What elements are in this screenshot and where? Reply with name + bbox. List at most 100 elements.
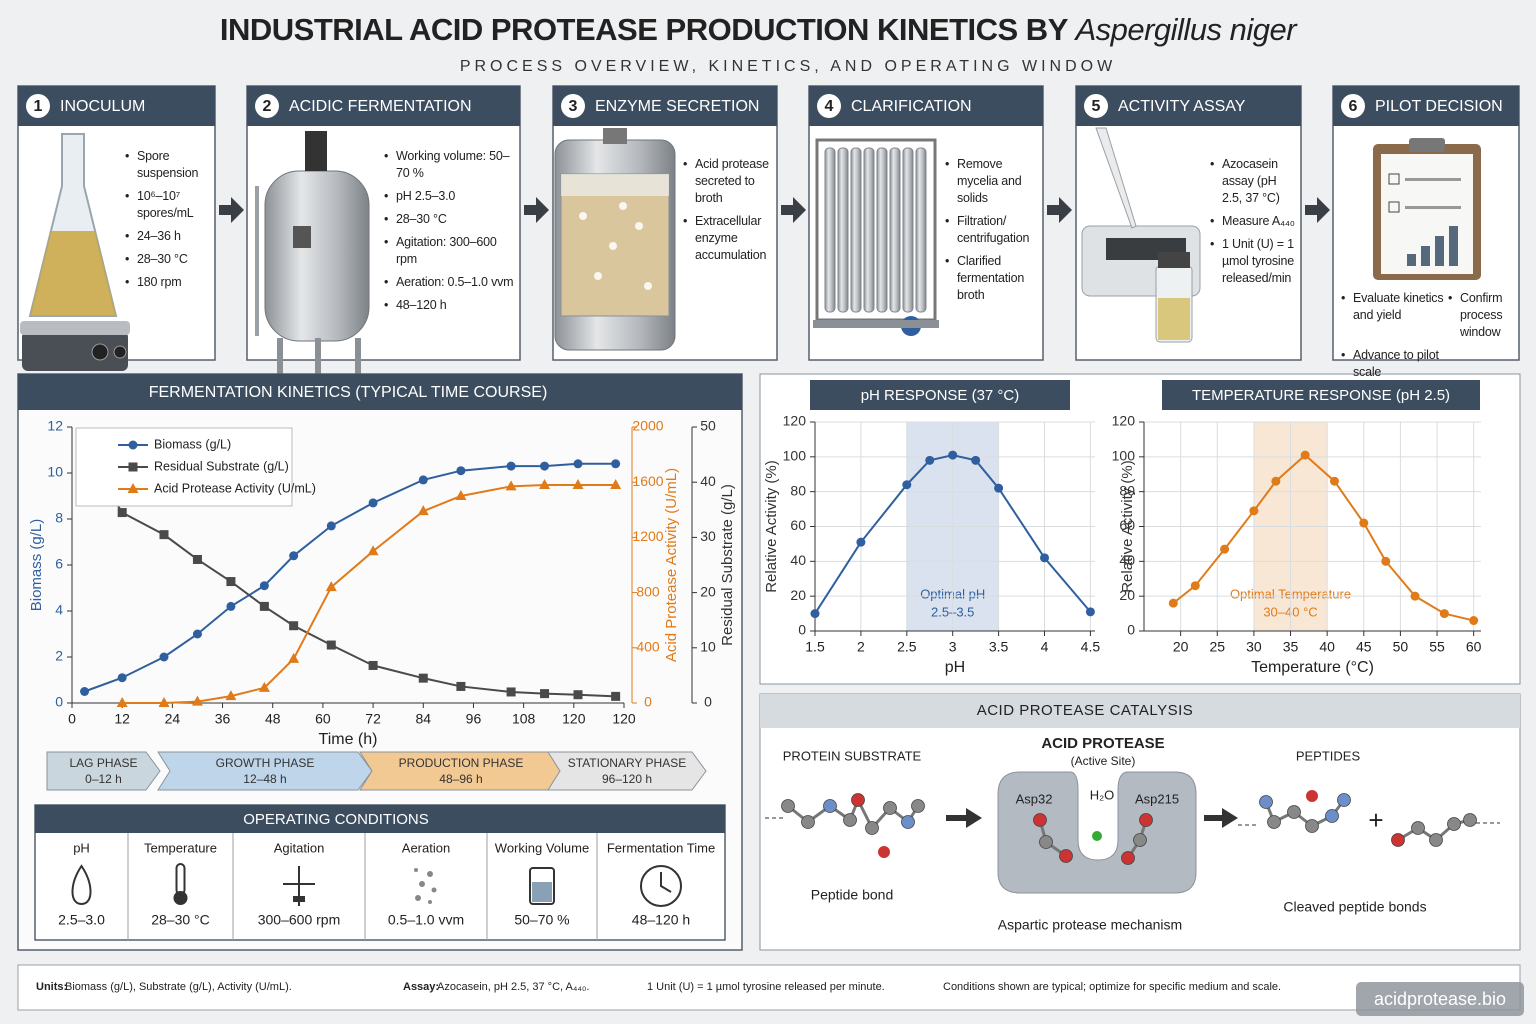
step-bullet: Advance to pilot scale <box>1341 347 1446 381</box>
condition-label: pH <box>73 840 90 855</box>
kinetics-header <box>18 374 742 410</box>
step-number: 6 <box>1349 98 1358 115</box>
illustration-part <box>1158 298 1190 340</box>
step-badge <box>1084 94 1108 118</box>
data-point <box>418 673 428 683</box>
data-point <box>456 681 466 691</box>
data-point <box>505 480 517 491</box>
data-point <box>611 691 621 701</box>
y2-tick-label: 1200 <box>632 528 663 544</box>
y2-tick-label: 400 <box>636 639 660 655</box>
data-point <box>259 601 269 611</box>
title-main: INDUSTRIAL ACID PROTEASE PRODUCTION KINE… <box>219 12 1068 47</box>
step-badge <box>1341 94 1365 118</box>
data-point <box>192 554 202 564</box>
step-header <box>247 86 520 126</box>
step-bullet: Evaluate kinetics and yield <box>1341 290 1446 341</box>
data-point <box>117 673 127 683</box>
legend-label: Residual Substrate (g/L) <box>154 459 289 473</box>
step-bullets: Remove mycelia and solids Filtration/ cen… <box>945 156 1037 310</box>
footer-assay-label: Assay: <box>403 981 439 993</box>
phase-name: LAG PHASE <box>69 756 137 770</box>
data-point <box>226 601 236 611</box>
data-point <box>611 459 621 469</box>
y3-tick-label: 10 <box>700 639 716 655</box>
step-number: 4 <box>825 98 834 115</box>
condition-label: Temperature <box>144 840 217 855</box>
step-title: INOCULUM <box>60 98 145 115</box>
footer-units-label: Units: <box>36 981 67 993</box>
icon <box>428 900 432 904</box>
illustration-part <box>91 343 109 361</box>
x-tick-label: 60 <box>315 711 331 727</box>
atom <box>1325 809 1339 823</box>
x-tick-label: 30 <box>1246 639 1262 655</box>
data-point <box>1381 556 1391 566</box>
x-axis-label: pH <box>945 659 965 676</box>
step-illustration <box>813 138 939 336</box>
step-bullet: Working volume: 50–70 % <box>384 148 516 182</box>
x-tick-label: 4 <box>1041 639 1049 655</box>
data-point <box>325 581 337 592</box>
y2-tick-label: 1600 <box>632 473 663 489</box>
reaction-arrow <box>1204 808 1238 828</box>
atom <box>1133 833 1147 847</box>
title-italic: Aspergillus niger <box>1075 12 1297 47</box>
icon <box>532 882 552 902</box>
illustration-part <box>1449 226 1458 266</box>
data-point <box>289 551 299 561</box>
atom <box>1092 831 1102 841</box>
data-point <box>1410 591 1420 601</box>
atom <box>1139 813 1153 827</box>
atom <box>1411 821 1425 835</box>
data-point <box>810 609 820 619</box>
data-point <box>1300 450 1310 460</box>
products-caption: Cleaved peptide bonds <box>1283 899 1426 915</box>
kinetics-title: FERMENTATION KINETICS (TYPICAL TIME COUR… <box>149 384 548 401</box>
flow-arrow <box>1047 197 1072 223</box>
step-illustration <box>1081 127 1201 343</box>
data-point <box>418 475 428 485</box>
condition-label: Fermentation Time <box>607 840 715 855</box>
y-tick-label: 0 <box>55 694 63 710</box>
illustration-part <box>264 170 370 342</box>
illustration-part <box>876 147 888 313</box>
step-illustration <box>20 133 130 371</box>
data-point <box>1220 544 1230 554</box>
illustration-part <box>824 147 836 313</box>
x-tick-label: 24 <box>165 711 181 727</box>
atom <box>1033 813 1047 827</box>
icon <box>640 865 682 907</box>
data-point <box>994 483 1004 493</box>
step-bullets: Spore suspension 10⁶–10⁷ spores/mL 24–36 h… <box>125 148 213 297</box>
axis-label: Residual Substrate (g/L) <box>719 484 736 646</box>
icon <box>293 896 305 902</box>
x-tick-label: 36 <box>215 711 231 727</box>
y2-tick-label: 0 <box>644 694 652 710</box>
data-point <box>326 640 336 650</box>
illustration-part <box>837 147 849 313</box>
x-tick-label: 2.5 <box>897 639 917 655</box>
atom <box>1306 790 1318 802</box>
icon <box>419 881 425 887</box>
step-bullet: Agitation: 300–600 rpm <box>384 234 516 268</box>
illustration-part <box>603 128 627 144</box>
y-tick-label: 40 <box>1119 552 1135 568</box>
illustration-part <box>863 147 875 313</box>
x-tick-label: 12 <box>114 711 130 727</box>
phase-name: STATIONARY PHASE <box>568 756 686 770</box>
condition-value: 28–30 °C <box>151 912 210 928</box>
atom <box>865 821 879 835</box>
atom <box>851 793 865 807</box>
atom <box>843 813 857 827</box>
data-point <box>539 478 551 489</box>
data-point <box>506 461 516 471</box>
data-point <box>159 652 169 662</box>
data-point <box>1359 518 1369 528</box>
condition-value: 0.5–1.0 vvm <box>388 912 464 928</box>
data-point <box>158 697 170 707</box>
step-bullet: Confirm process window <box>1448 290 1528 341</box>
footer-assay-text: Azocasein, pH 2.5, 37 °C, A₄₄₀. <box>437 981 589 993</box>
enzyme-surface <box>997 771 1197 894</box>
